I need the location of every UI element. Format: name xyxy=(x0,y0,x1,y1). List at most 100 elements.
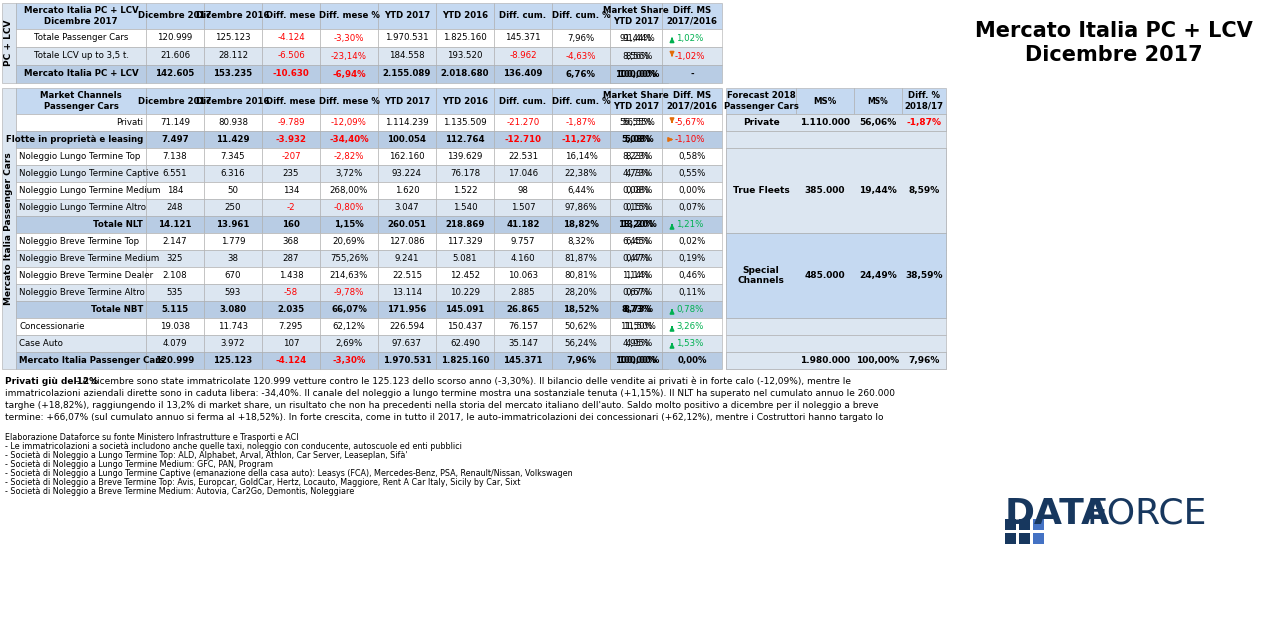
Text: -23,14%: -23,14% xyxy=(332,51,367,61)
Bar xyxy=(662,65,722,83)
Text: -4.124: -4.124 xyxy=(278,33,305,42)
Bar xyxy=(726,335,946,352)
Bar xyxy=(611,267,668,284)
Text: 287: 287 xyxy=(283,254,300,263)
Bar xyxy=(611,233,668,250)
Bar xyxy=(378,165,436,182)
Bar xyxy=(146,250,204,267)
Text: 1.540: 1.540 xyxy=(453,203,477,212)
Bar xyxy=(552,65,611,83)
Text: Diff. MS
2017/2016: Diff. MS 2017/2016 xyxy=(667,6,718,26)
Bar xyxy=(494,165,552,182)
Bar xyxy=(611,88,662,114)
Text: -: - xyxy=(690,70,694,79)
Bar xyxy=(726,284,946,301)
Bar xyxy=(378,65,436,83)
Text: Noleggio Lungo Termine Altro: Noleggio Lungo Termine Altro xyxy=(19,203,146,212)
Text: 150.437: 150.437 xyxy=(447,322,483,331)
Text: Noleggio Lungo Termine Captive: Noleggio Lungo Termine Captive xyxy=(19,169,159,178)
Text: Privati giù del12%: Privati giù del12% xyxy=(5,377,99,386)
Text: 8,32%: 8,32% xyxy=(567,237,595,246)
Text: 125.123: 125.123 xyxy=(215,33,251,42)
Text: 21.606: 21.606 xyxy=(160,51,189,61)
Text: 6.551: 6.551 xyxy=(163,169,187,178)
Bar xyxy=(662,131,722,148)
Text: 2.147: 2.147 xyxy=(163,237,187,246)
Text: -4,63%: -4,63% xyxy=(566,51,596,61)
Bar xyxy=(662,250,722,267)
Text: 755,26%: 755,26% xyxy=(330,254,369,263)
Text: 41.182: 41.182 xyxy=(507,220,540,229)
Bar xyxy=(378,267,436,284)
Bar xyxy=(552,216,611,233)
Bar xyxy=(204,250,262,267)
Text: 4,73%: 4,73% xyxy=(626,169,653,178)
Text: 7,96%: 7,96% xyxy=(567,33,595,42)
Bar xyxy=(15,284,146,301)
Text: 0,00%: 0,00% xyxy=(677,356,707,365)
Text: 13,20%: 13,20% xyxy=(618,220,654,229)
Bar xyxy=(611,148,668,165)
Bar xyxy=(320,233,378,250)
Text: Totale NLT: Totale NLT xyxy=(93,220,143,229)
Text: 0,07%: 0,07% xyxy=(678,203,705,212)
Text: 8,73%: 8,73% xyxy=(621,305,652,314)
Bar xyxy=(726,301,946,318)
Bar xyxy=(262,301,320,318)
Text: 13.114: 13.114 xyxy=(392,288,422,297)
Text: 260.051: 260.051 xyxy=(388,220,426,229)
Bar xyxy=(611,29,662,47)
Text: 26.865: 26.865 xyxy=(507,305,540,314)
Text: 535: 535 xyxy=(166,288,183,297)
Bar xyxy=(726,250,946,267)
Bar xyxy=(262,250,320,267)
Bar xyxy=(146,335,204,352)
Bar xyxy=(15,114,146,131)
Text: Market Share
YTD 2017: Market Share YTD 2017 xyxy=(603,92,669,111)
Text: 18,52%: 18,52% xyxy=(563,305,599,314)
Bar xyxy=(611,250,668,267)
Text: 9.757: 9.757 xyxy=(511,237,535,246)
Text: 0,08%: 0,08% xyxy=(626,186,653,195)
Text: 0,08%: 0,08% xyxy=(622,186,650,195)
Bar xyxy=(611,199,662,216)
Bar xyxy=(494,148,552,165)
Text: 3.047: 3.047 xyxy=(394,203,420,212)
Text: 1.522: 1.522 xyxy=(453,186,477,195)
Bar xyxy=(494,88,552,114)
Bar xyxy=(726,148,946,233)
Text: 56,06%: 56,06% xyxy=(859,118,896,127)
Text: Dicembre 2017: Dicembre 2017 xyxy=(138,97,211,106)
Bar xyxy=(262,267,320,284)
Bar xyxy=(1033,519,1044,530)
Bar xyxy=(552,335,611,352)
Bar xyxy=(902,88,946,114)
Bar xyxy=(15,65,146,83)
Text: -207: -207 xyxy=(282,152,301,161)
Text: Mercato Italia Passenger Cars: Mercato Italia Passenger Cars xyxy=(19,356,165,365)
Bar xyxy=(436,47,494,65)
Text: Noleggio Breve Termine Altro: Noleggio Breve Termine Altro xyxy=(19,288,145,297)
Bar xyxy=(726,165,946,182)
Text: 5.115: 5.115 xyxy=(161,305,188,314)
Text: Noleggio Breve Termine Top: Noleggio Breve Termine Top xyxy=(19,237,140,246)
Text: 385.000: 385.000 xyxy=(805,186,845,195)
Text: PC + LCV: PC + LCV xyxy=(5,20,14,67)
Text: 11.743: 11.743 xyxy=(218,322,248,331)
Bar xyxy=(378,284,436,301)
Bar xyxy=(204,114,262,131)
Bar xyxy=(611,335,668,352)
Bar xyxy=(378,114,436,131)
Text: 3.972: 3.972 xyxy=(220,339,246,348)
Text: - Società di Noleggio a Lungo Termine Top: ALD, Alphabet, Arval, Athlon, Car Ser: - Società di Noleggio a Lungo Termine To… xyxy=(5,451,407,460)
Text: YTD 2016: YTD 2016 xyxy=(442,97,488,106)
Text: 0,02%: 0,02% xyxy=(678,237,705,246)
Text: YTD 2017: YTD 2017 xyxy=(384,97,430,106)
Text: 2.885: 2.885 xyxy=(511,288,535,297)
Bar xyxy=(552,3,611,29)
Text: 1,21%: 1,21% xyxy=(676,220,704,229)
Bar xyxy=(552,165,611,182)
Bar xyxy=(436,131,494,148)
Text: -9,78%: -9,78% xyxy=(334,288,365,297)
Bar xyxy=(662,3,722,29)
